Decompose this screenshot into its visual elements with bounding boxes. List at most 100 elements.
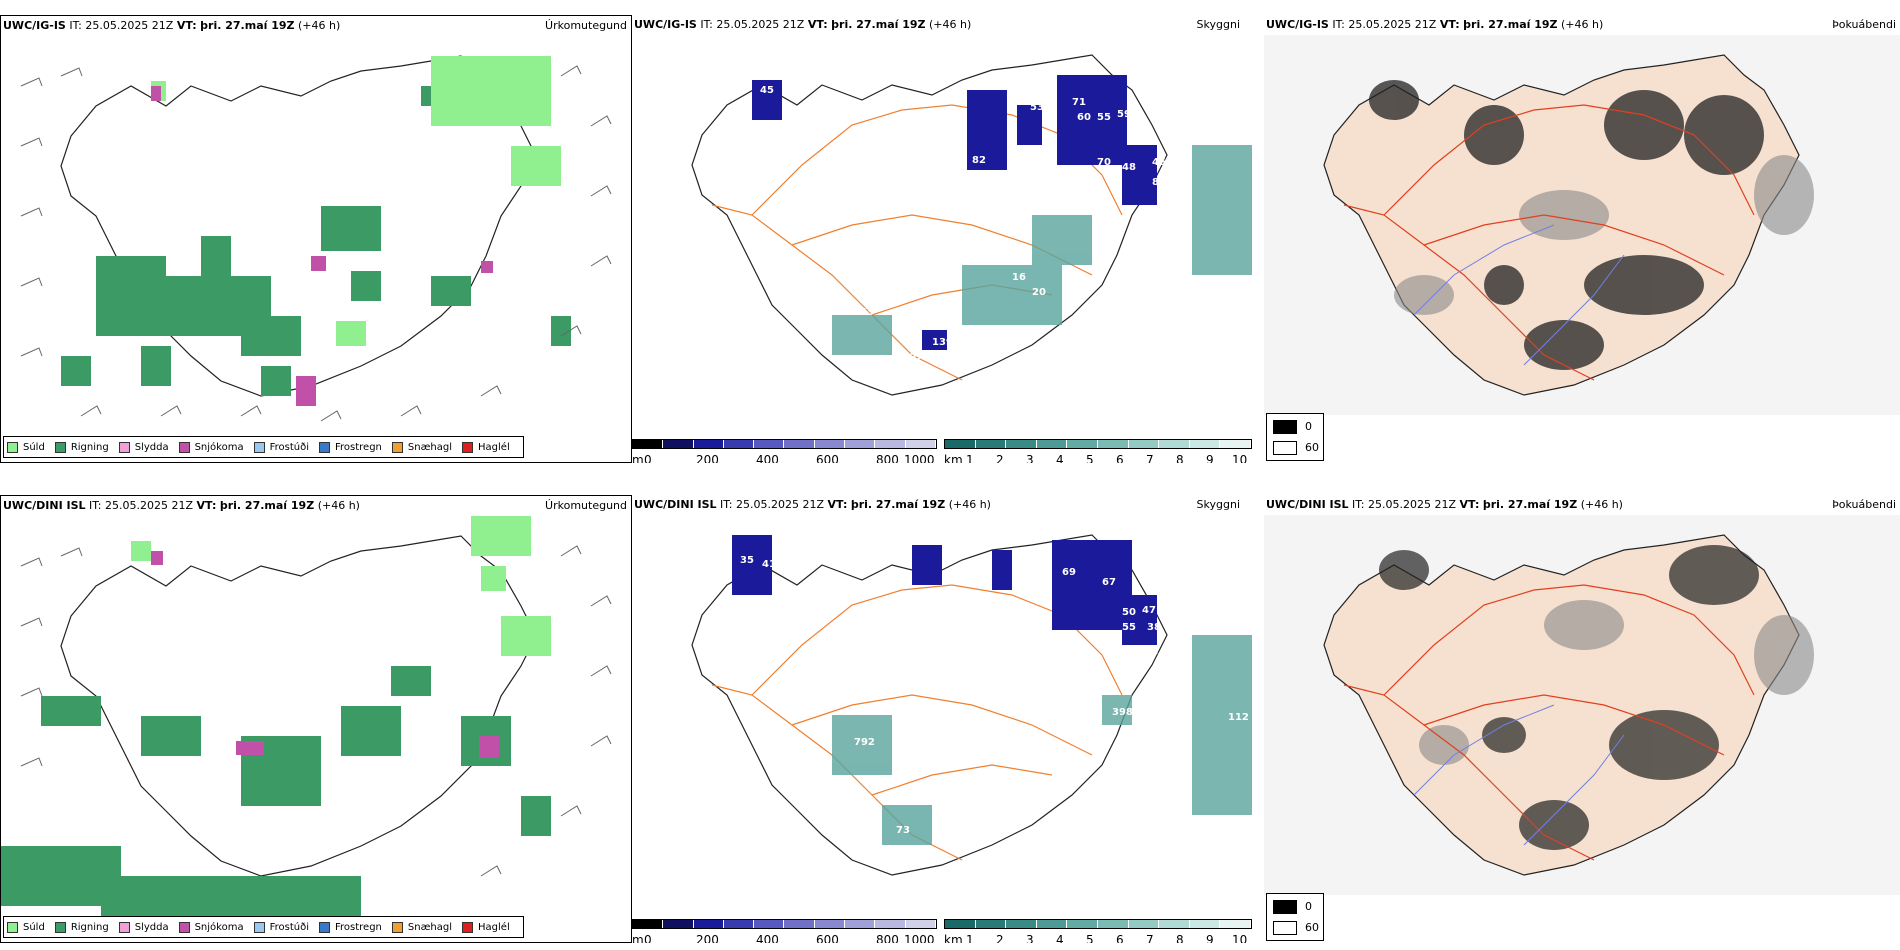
legend-label: Frostregn (335, 921, 382, 933)
legend-label: Rigning (70, 921, 109, 933)
map-header: UWC/DINI ISL IT: 25.05.2025 21Z VT: þri.… (3, 499, 360, 512)
init-time-label: IT: (1332, 18, 1345, 31)
precip-legend: Súld Rigning Slydda Snjókoma Frostúði Fr… (3, 916, 524, 938)
vis-tick: 10 (1232, 933, 1248, 943)
legend-swatch (391, 921, 403, 933)
vis-tick: 4 (1056, 453, 1064, 463)
fog-road-network (1343, 104, 1755, 381)
height-tick: 800 (876, 933, 899, 943)
valid-time-label: VT: (196, 499, 217, 512)
fog-grey-patches (1394, 155, 1814, 315)
legend-swatch (54, 441, 66, 453)
cloud-value-label: 12 (1002, 172, 1016, 183)
fog-indicator-panel-bottom: UWC/DINI ISL IT: 25.05.2025 21Z VT: þri.… (1264, 495, 1900, 943)
vis-tick: 2 (996, 453, 1004, 463)
cloud-value-label: 69 (1062, 567, 1076, 578)
cloud-deep-patches (752, 75, 1157, 350)
legend-item: Slydda (118, 441, 169, 453)
fog-rivers (1413, 704, 1625, 846)
cloud-map-bottom: 35 41 68 69 67 50 55 47 38 64 792 73 89 … (691, 534, 1252, 876)
cloud-value-label: 35 (740, 555, 754, 566)
init-time-label: IT: (89, 499, 102, 512)
valid-time-value: þri. 27.maí 19Z (850, 498, 946, 511)
cloud-value-label: 82 (972, 155, 986, 166)
legend-item: Rigning (54, 921, 109, 933)
height-colorbar-bar (632, 439, 937, 449)
fog-road-network (1343, 584, 1755, 861)
init-time-label: IT: (69, 19, 82, 32)
visibility-unit: km (944, 933, 963, 943)
precip-type-panel-bottom: UWC/DINI ISL IT: 25.05.2025 21Z VT: þri.… (0, 495, 632, 943)
fog-key-dark-label: 0 (1305, 900, 1312, 913)
cloud-value-label: 112 (1228, 712, 1249, 723)
cloud-value-label: 89 (908, 852, 922, 863)
fog-key-light-label: 60 (1305, 921, 1319, 934)
map-header: UWC/DINI ISL IT: 25.05.2025 21Z VT: þri.… (1266, 498, 1623, 511)
precip-rain-patches (1, 666, 551, 926)
legend-item: Haglél (462, 441, 510, 453)
vis-tick: 7 (1146, 933, 1154, 943)
fog-key-light-swatch (1273, 441, 1297, 455)
cloud-value-label: 398 (1112, 707, 1133, 718)
legend-label: Frostregn (335, 441, 382, 453)
height-tick: 0 (644, 453, 652, 463)
map-header: UWC/DINI ISL IT: 25.05.2025 21Z VT: þri.… (634, 498, 991, 511)
vis-tick: 5 (1086, 933, 1094, 943)
vis-tick: 8 (1176, 453, 1184, 463)
legend-label: Snæhagl (407, 441, 453, 453)
cloud-value-label: 16 (1012, 272, 1026, 283)
valid-time-label: VT: (827, 498, 848, 511)
legend-item: Rigning (54, 441, 109, 453)
legend-item: Frostregn (319, 441, 382, 453)
cloud-value-label: 60 (1077, 112, 1091, 123)
cloud-value-label: 67 (1102, 577, 1116, 588)
init-time-value: 25.05.2025 21Z (105, 499, 194, 512)
fog-key-dark-label: 0 (1305, 420, 1312, 433)
forecast-offset: (+46 h) (298, 19, 341, 32)
valid-time-value: þri. 27.maí 19Z (219, 499, 315, 512)
map-title: Úrkomutegund (545, 499, 627, 512)
vis-tick: 4 (1056, 933, 1064, 943)
cloud-value-label: 43 (860, 307, 874, 318)
legend-swatch (319, 441, 330, 453)
forecast-offset: (+46 h) (317, 499, 360, 512)
legend-label: Snjókoma (194, 441, 244, 453)
legend-label: Súld (23, 441, 45, 453)
map-header: UWC/IG-IS IT: 25.05.2025 21Z VT: þri. 27… (634, 18, 971, 31)
vis-tick: 9 (1206, 453, 1214, 463)
legend-item: Snjókoma (178, 921, 244, 933)
legend-item: Frostregn (319, 921, 382, 933)
legend-label: Haglél (478, 441, 510, 453)
precip-drizzle-patches (151, 56, 561, 346)
legend-item: Súld (7, 441, 45, 453)
fog-key-light-label: 60 (1305, 441, 1319, 454)
init-time-label: IT: (1352, 498, 1365, 511)
cloud-value-label: 45 (760, 85, 774, 96)
cloud-value-label: 41 (762, 559, 776, 570)
legend-swatch (391, 441, 403, 453)
legend-label: Frostúði (269, 441, 309, 453)
height-unit: m (632, 933, 644, 943)
cloud-value-label: 64 (1144, 647, 1158, 658)
map-header: UWC/IG-IS IT: 25.05.2025 21Z VT: þri. 27… (1266, 18, 1603, 31)
precip-map-bottom (1, 516, 612, 926)
fog-key-dark-swatch (1273, 900, 1297, 914)
map-title: Þokuábendi (1832, 498, 1896, 511)
precip-rain-patches (61, 86, 571, 396)
cloud-value-label: 70 (1097, 157, 1111, 168)
cloud-value-label: 47 (1142, 605, 1156, 616)
cloud-value-label: 48 (1122, 162, 1136, 173)
map-title: Úrkomutegund (545, 19, 627, 32)
precip-map-top (20, 55, 612, 422)
vis-tick: 8 (1176, 933, 1184, 943)
precip-drizzle-patches (131, 516, 551, 656)
forecast-offset: (+46 h) (1561, 18, 1604, 31)
fog-dark-patches (1369, 80, 1764, 370)
init-time-value: 25.05.2025 21Z (736, 498, 825, 511)
visibility-colorbar-bar (944, 439, 1252, 449)
model-name: UWC/DINI ISL (634, 498, 717, 511)
visibility-unit: km (944, 453, 963, 463)
visibility-colorbar: km 1 2 3 4 5 6 7 8 9 10 (944, 439, 1252, 463)
iceland-outline (60, 535, 537, 877)
legend-item: Slydda (118, 921, 169, 933)
